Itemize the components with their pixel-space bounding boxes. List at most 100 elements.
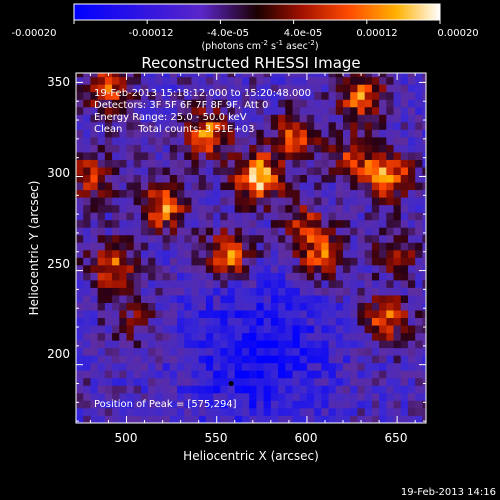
heatmap-cell: [350, 242, 358, 251]
heatmap-cell: [357, 302, 366, 311]
heatmap-cell: [249, 355, 257, 364]
heatmap-cell: [393, 400, 402, 409]
heatmap-cell: [256, 174, 265, 183]
heatmap-cell: [162, 415, 171, 423]
heatmap-cell: [83, 332, 91, 341]
heatmap-cell: [140, 182, 149, 191]
heatmap-cell: [364, 227, 373, 236]
heatmap-cell: [234, 167, 243, 176]
heatmap-cell: [191, 325, 200, 334]
heatmap-cell: [169, 167, 178, 176]
heatmap-cell: [350, 295, 358, 303]
heatmap-cell: [335, 99, 344, 108]
heatmap-cell: [220, 385, 228, 394]
heatmap-cell: [256, 219, 265, 228]
heatmap-cell: [241, 91, 250, 100]
heatmap-cell: [371, 272, 380, 281]
heatmap-cell: [227, 279, 236, 288]
heatmap-cell: [112, 287, 120, 296]
heatmap-cell: [415, 227, 423, 236]
heatmap-cell: [314, 204, 322, 213]
heatmap-cell: [386, 370, 394, 379]
heatmap-cell: [227, 317, 236, 326]
heatmap-cell: [133, 400, 142, 409]
heatmap-cell: [184, 257, 192, 266]
heatmap-cell: [155, 136, 163, 145]
heatmap-cell: [119, 76, 127, 85]
heatmap-cell: [371, 392, 380, 401]
heatmap-cell: [407, 106, 416, 115]
heatmap-cell: [76, 73, 84, 78]
heatmap-cell: [155, 377, 163, 386]
heatmap-cell: [241, 279, 250, 288]
heatmap-cell: [379, 377, 387, 386]
heatmap-cell: [220, 129, 228, 138]
heatmap-cell: [191, 242, 200, 251]
heatmap-cell: [241, 167, 250, 176]
heatmap-cell: [112, 249, 120, 258]
heatmap-cell: [198, 84, 207, 93]
heatmap-cell: [76, 279, 84, 288]
heatmap-cell: [140, 392, 149, 401]
heatmap-cell: [379, 415, 387, 423]
heatmap-cell: [220, 76, 228, 85]
heatmap-cell: [335, 144, 344, 153]
heatmap-cell: [220, 347, 228, 356]
heatmap-cell: [328, 242, 337, 251]
heatmap-cell: [213, 392, 221, 401]
heatmap-cell: [177, 212, 185, 221]
heatmap-cell: [407, 76, 416, 85]
heatmap-cell: [213, 234, 221, 243]
heatmap-cell: [83, 189, 91, 198]
heatmap-cell: [162, 204, 171, 213]
heatmap-cell: [119, 129, 127, 138]
heatmap-cell: [83, 182, 91, 191]
heatmap-cell: [357, 407, 366, 416]
heatmap-cell: [386, 407, 394, 416]
heatmap-cell: [83, 219, 91, 228]
heatmap-cell: [328, 415, 337, 423]
heatmap-cell: [256, 114, 265, 123]
heatmap-cell: [270, 415, 279, 423]
heatmap-cell: [213, 295, 221, 303]
heatmap-cell: [350, 392, 358, 401]
heatmap-cell: [335, 400, 344, 409]
heatmap-cell: [386, 167, 394, 176]
heatmap-cell: [314, 370, 322, 379]
heatmap-cell: [249, 182, 257, 191]
heatmap-cell: [256, 400, 265, 409]
heatmap-cell: [386, 204, 394, 213]
heatmap-cell: [169, 144, 178, 153]
heatmap-cell: [83, 340, 91, 349]
x-tick-label: 550: [205, 431, 228, 445]
heatmap-cell: [371, 114, 380, 123]
heatmap-cell: [407, 167, 416, 176]
heatmap-cell: [198, 392, 207, 401]
heatmap-cell: [371, 347, 380, 356]
heatmap-cell: [422, 76, 426, 85]
heatmap-cell: [169, 76, 178, 85]
heatmap-cell: [285, 234, 293, 243]
heatmap-cell: [148, 159, 156, 168]
heatmap-cell: [191, 415, 200, 423]
heatmap-cell: [306, 91, 315, 100]
heatmap-cell: [169, 159, 178, 168]
heatmap-cell: [379, 257, 387, 266]
heatmap-cell: [306, 114, 315, 123]
heatmap-cell: [386, 325, 394, 334]
heatmap-cell: [169, 407, 178, 416]
heatmap-cell: [270, 197, 279, 206]
heatmap-cell: [364, 317, 373, 326]
heatmap-cell: [364, 159, 373, 168]
heatmap-cell: [227, 234, 236, 243]
heatmap-cell: [133, 159, 142, 168]
heatmap-cell: [119, 310, 127, 319]
heatmap-cell: [306, 310, 315, 319]
heatmap-cell: [155, 159, 163, 168]
heatmap-cell: [393, 249, 402, 258]
heatmap-cell: [263, 114, 272, 123]
heatmap-cell: [263, 257, 272, 266]
heatmap-cell: [227, 347, 236, 356]
heatmap-cell: [314, 121, 322, 130]
heatmap-cell: [321, 279, 329, 288]
